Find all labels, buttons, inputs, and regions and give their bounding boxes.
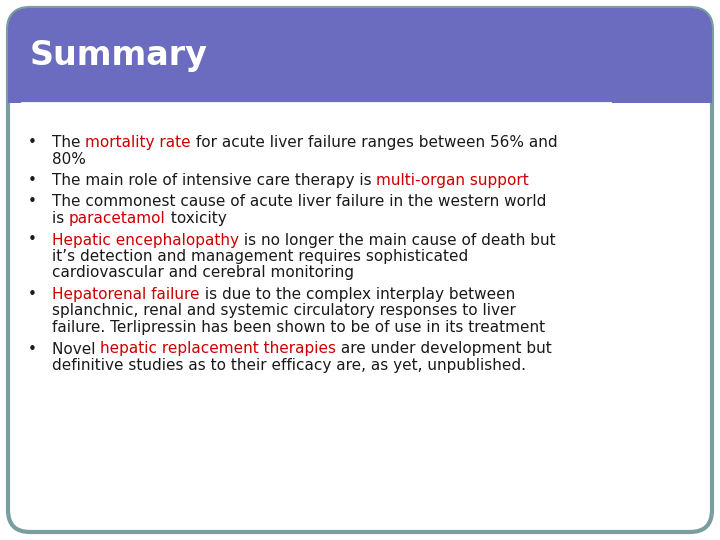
Text: Hepatic encephalopathy: Hepatic encephalopathy xyxy=(52,233,239,247)
Text: failure. Terlipressin has been shown to be of use in its treatment: failure. Terlipressin has been shown to … xyxy=(52,320,545,335)
Text: •: • xyxy=(28,341,37,356)
Text: is no longer the main cause of death but: is no longer the main cause of death but xyxy=(239,233,556,247)
Text: •: • xyxy=(28,135,37,150)
Text: for acute liver failure ranges between 56% and: for acute liver failure ranges between 5… xyxy=(191,135,557,150)
Text: are under development but: are under development but xyxy=(336,341,552,356)
Text: it’s detection and management requires sophisticated: it’s detection and management requires s… xyxy=(52,249,468,264)
Bar xyxy=(8,81,712,103)
FancyBboxPatch shape xyxy=(8,8,712,103)
Text: Summary: Summary xyxy=(30,39,208,72)
Text: •: • xyxy=(28,287,37,302)
Text: •: • xyxy=(28,173,37,188)
Text: The main role of intensive care therapy is: The main role of intensive care therapy … xyxy=(52,173,377,188)
Text: is due to the complex interplay between: is due to the complex interplay between xyxy=(199,287,515,302)
Text: mortality rate: mortality rate xyxy=(86,135,191,150)
Text: Novel: Novel xyxy=(52,341,100,356)
Text: 80%: 80% xyxy=(52,152,86,166)
Text: is: is xyxy=(52,211,69,226)
Text: definitive studies as to their efficacy are, as yet, unpublished.: definitive studies as to their efficacy … xyxy=(52,358,526,373)
Text: •: • xyxy=(28,194,37,210)
Text: Hepatorenal failure: Hepatorenal failure xyxy=(52,287,199,302)
Text: The commonest cause of acute liver failure in the western world: The commonest cause of acute liver failu… xyxy=(52,194,546,210)
Text: splanchnic, renal and systemic circulatory responses to liver: splanchnic, renal and systemic circulato… xyxy=(52,303,516,319)
Text: multi-organ support: multi-organ support xyxy=(377,173,529,188)
Text: cardiovascular and cerebral monitoring: cardiovascular and cerebral monitoring xyxy=(52,266,354,280)
Text: hepatic replacement therapies: hepatic replacement therapies xyxy=(100,341,336,356)
Text: The: The xyxy=(52,135,86,150)
Text: •: • xyxy=(28,233,37,247)
Text: paracetamol: paracetamol xyxy=(69,211,166,226)
Text: toxicity: toxicity xyxy=(166,211,227,226)
FancyBboxPatch shape xyxy=(8,8,712,532)
